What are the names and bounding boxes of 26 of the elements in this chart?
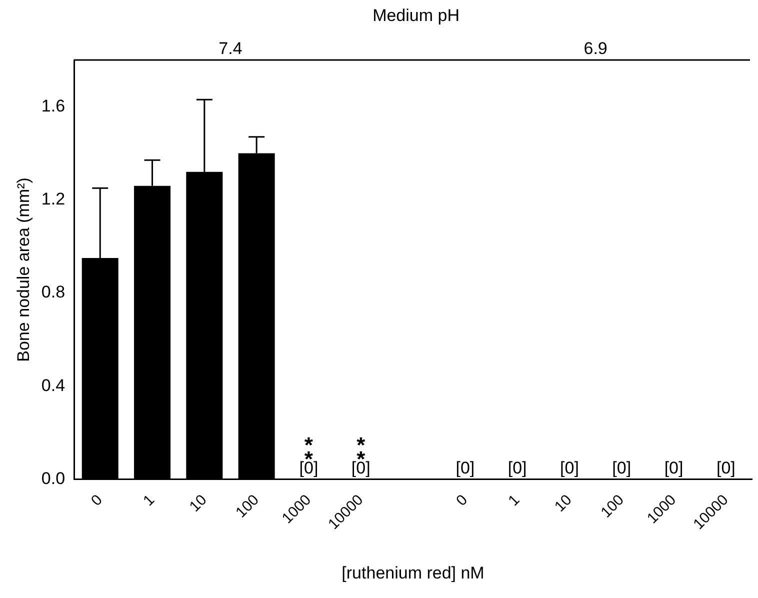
y-tick-label: 0.0 [41,469,66,488]
data-label: [0] [716,458,736,478]
y-tick-label: 1.6 [41,96,66,116]
y-tick-label: 1.2 [41,189,66,208]
x-axis-title: [ruthenium red] nM [342,563,484,582]
y-axis-title: Bone nodule area (mm²) [14,178,33,362]
text: 6.9 [584,39,608,58]
data-label: [0] [612,458,632,478]
x-tick-label: 1 [140,491,158,510]
data-label: [0] [456,458,475,478]
y-tick-label: 0.8 [41,282,66,302]
x-tick-label: 100 [598,491,628,522]
text: 7.4 [218,39,242,58]
x2-axis-title: Medium pH [372,6,460,26]
x-tick-label: 0 [88,491,106,510]
data-label: [0] [351,458,370,478]
data-label: [0] [664,458,684,478]
data-label: [0] [508,458,527,478]
x-tick-label: 10 [551,491,576,516]
data-label: [0] [299,458,318,478]
x-tick-label: 1 [505,491,524,510]
x-tick-label: 10 [186,491,210,516]
data-label: [0] [560,458,579,478]
x-tick-label: 0 [453,491,471,510]
x-tick-label: 100 [232,491,262,522]
y-tick-label: 0.4 [41,376,66,395]
